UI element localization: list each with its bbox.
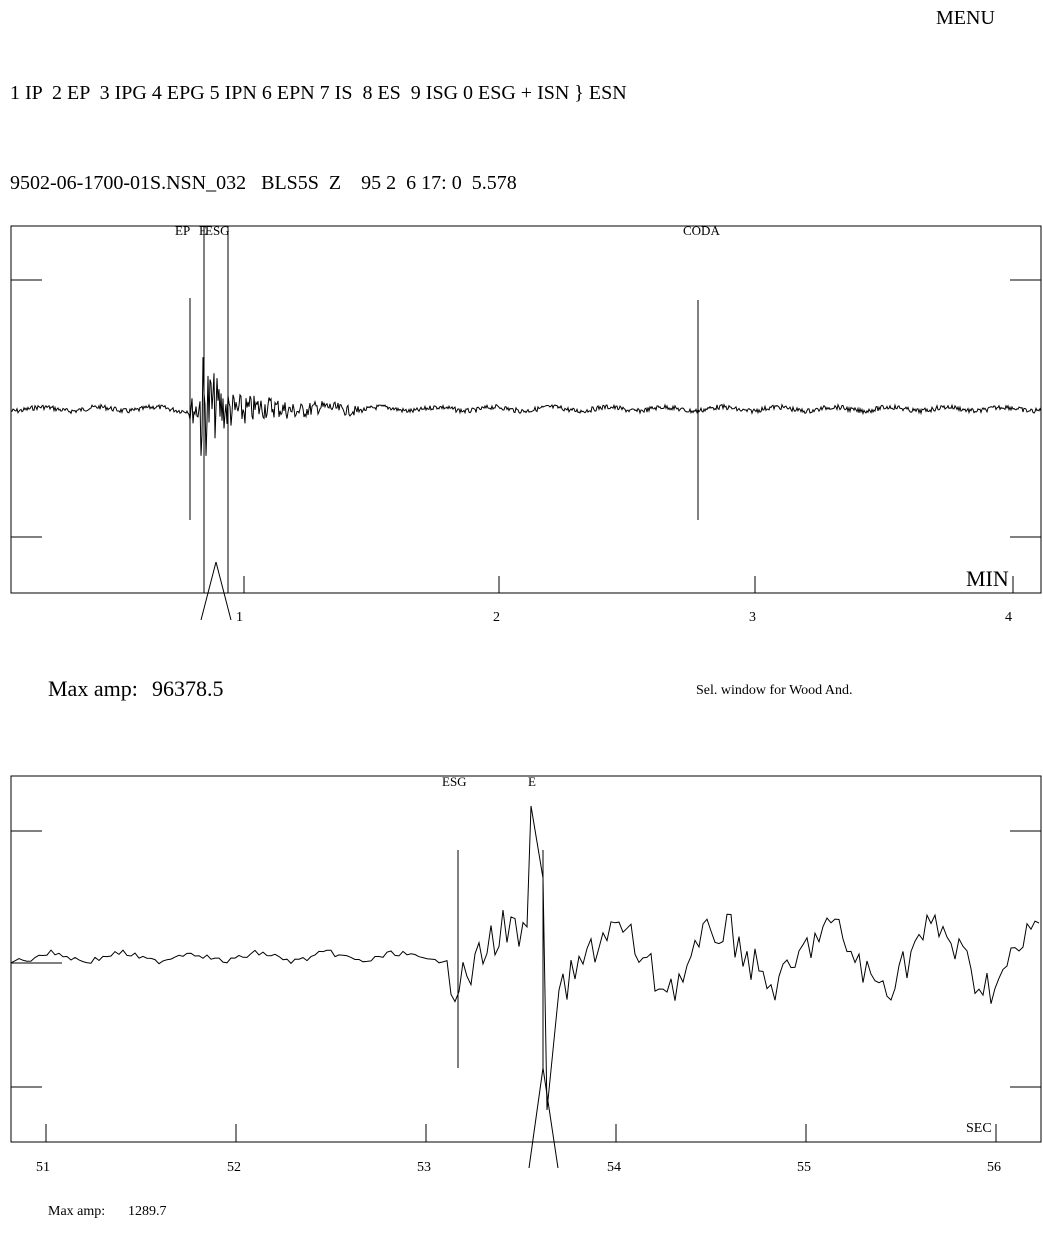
pick-label-esg: ESG [442,774,467,789]
max-amp-label: Max amp: [48,1204,105,1219]
pick-label-e: E [199,223,207,238]
time-unit-label: MIN [966,566,1009,591]
pick-label-e: E [528,774,536,789]
tick-label: 1 [236,610,243,625]
tick-label: 3 [749,610,756,625]
max-amp-value: 96378.5 [152,676,224,701]
zoom-waveform [10,805,1040,1111]
tick-label: 51 [36,1160,50,1175]
tick-label: 54 [607,1160,621,1175]
tick-label: 2 [493,610,500,625]
cursor-marker [528,1067,544,1169]
zoom-panel[interactable]: ESG E 51 52 53 54 55 56 SEC [10,774,1042,1175]
menu-button[interactable]: MENU [936,7,995,29]
max-amp-value: 1289.7 [128,1204,167,1219]
pick-label-ep: EP [175,223,190,238]
overview-frame [10,225,1042,594]
window-note: Sel. window for Wood And. [696,683,853,698]
max-amp-label: Max amp: [48,676,138,701]
cursor-marker [542,1067,559,1169]
overview-panel[interactable]: EP E ESG CODA 1 2 3 4 MIN [10,223,1042,625]
zoom-frame [10,775,1042,1143]
tick-label: 52 [227,1160,241,1175]
pick-label-esg: ESG [205,223,230,238]
phase-key-legend: 1 IP 2 EP 3 IPG 4 EPG 5 IPN 6 EPN 7 IS 8… [10,82,627,104]
overview-waveform [10,357,1042,456]
tick-label: 4 [1005,610,1012,625]
time-unit-label: SEC [966,1121,992,1136]
tick-label: 53 [417,1160,431,1175]
cursor-marker [200,561,217,621]
trace-header: 9502-06-1700-01S.NSN_032 BLS5S Z 95 2 6 … [10,172,517,194]
pick-label-coda: CODA [683,223,720,238]
tick-label: 56 [987,1160,1001,1175]
cursor-marker [215,561,232,621]
tick-label: 55 [797,1160,811,1175]
